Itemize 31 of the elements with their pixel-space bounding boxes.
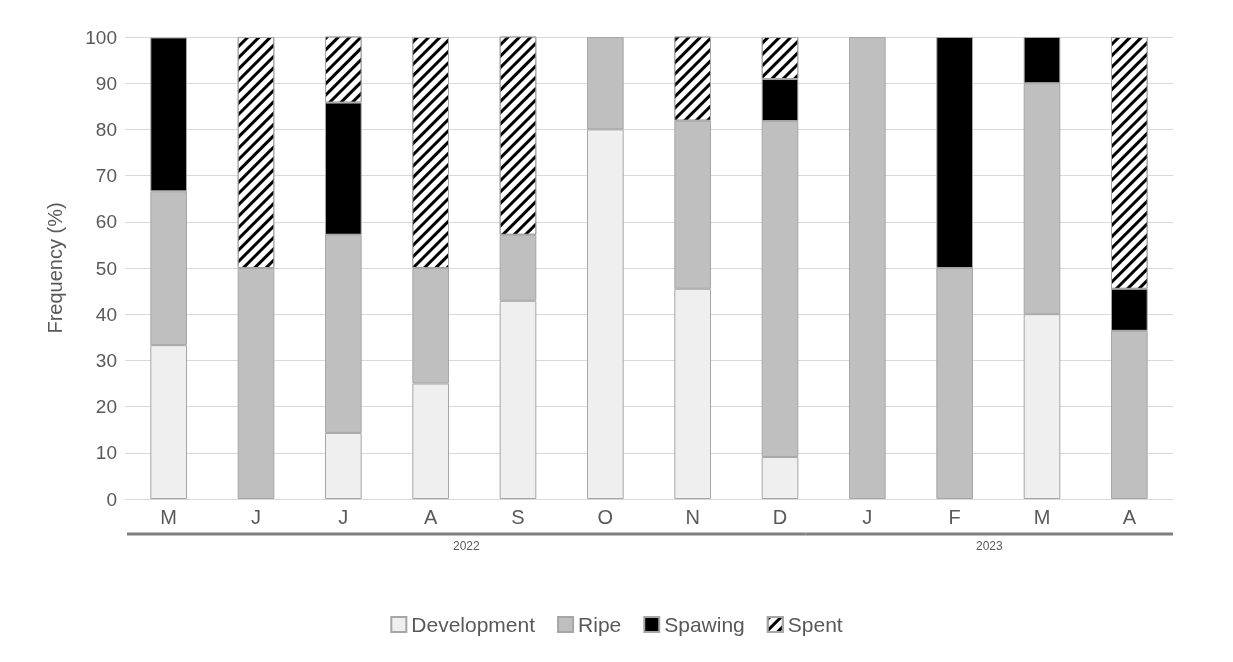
x-tick-label: N: [685, 506, 700, 528]
legend-label: Development: [411, 613, 536, 636]
legend-label: Spawing: [664, 613, 745, 636]
y-tick-label: 40: [95, 303, 117, 325]
text: 2023: [975, 539, 1003, 553]
bar: [848, 37, 886, 499]
text: 2022: [452, 539, 480, 553]
x-tick-label: M: [1033, 506, 1051, 528]
y-tick-label: 0: [106, 488, 117, 510]
x-tick-label: J: [251, 506, 261, 528]
legend-label: Ripe: [578, 613, 622, 636]
x-tick-label: J: [862, 506, 873, 528]
y-tick-label: 80: [95, 118, 117, 140]
x-tick-label: F: [948, 506, 961, 528]
y-tick-label: 50: [95, 257, 117, 279]
x-tick-label: D: [772, 506, 788, 528]
x-tick-label: S: [511, 506, 525, 528]
y-axis-title: Frequency (%): [44, 202, 66, 334]
x-tick-label: J: [338, 506, 349, 528]
y-tick-label: 60: [95, 211, 117, 233]
x-tick-label: M: [160, 506, 177, 528]
y-tick-label: 100: [85, 26, 117, 48]
y-tick-label: 30: [95, 349, 117, 371]
y-tick-label: 10: [95, 442, 117, 464]
x-tick-label: O: [597, 506, 614, 528]
y-tick-label: 70: [95, 165, 117, 187]
y-tick-label: 20: [95, 396, 117, 418]
y-tick-label: 90: [95, 72, 117, 94]
x-tick-label: A: [423, 506, 438, 528]
x-tick-label: A: [1122, 506, 1137, 528]
legend-label: Spent: [787, 613, 843, 636]
